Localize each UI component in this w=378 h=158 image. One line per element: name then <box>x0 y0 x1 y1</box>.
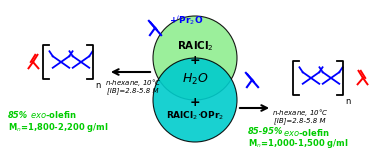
Text: $exo$-olefin: $exo$-olefin <box>30 109 77 121</box>
Text: $n$-hexane, 10°C: $n$-hexane, 10°C <box>105 76 161 88</box>
Circle shape <box>153 58 237 142</box>
Text: RAlCl$_2$$\cdot$OPr$_2$: RAlCl$_2$$\cdot$OPr$_2$ <box>166 110 224 122</box>
Text: +: + <box>190 95 200 109</box>
Text: +$^i$Pr$_2$O: +$^i$Pr$_2$O <box>169 13 203 27</box>
Text: $exo$-olefin: $exo$-olefin <box>283 127 330 137</box>
Text: n: n <box>345 97 350 106</box>
Text: 85-95%: 85-95% <box>248 128 284 137</box>
Text: [IB]=2.8-5.8 M: [IB]=2.8-5.8 M <box>107 88 159 94</box>
Circle shape <box>153 16 237 100</box>
Text: M$_n$=1,000-1,500 g/ml: M$_n$=1,000-1,500 g/ml <box>248 137 349 151</box>
Text: [IB]=2.8-5.8 M: [IB]=2.8-5.8 M <box>274 118 326 124</box>
Text: M$_n$=1,800-2,200 g/ml: M$_n$=1,800-2,200 g/ml <box>8 121 109 134</box>
Text: $n$-hexane, 10°C: $n$-hexane, 10°C <box>272 106 328 118</box>
Text: RAlCl$_2$: RAlCl$_2$ <box>177 39 213 53</box>
Text: $H_2O$: $H_2O$ <box>182 71 208 87</box>
Text: n: n <box>95 81 101 90</box>
Text: +: + <box>190 54 200 67</box>
Text: 85%: 85% <box>8 110 28 119</box>
